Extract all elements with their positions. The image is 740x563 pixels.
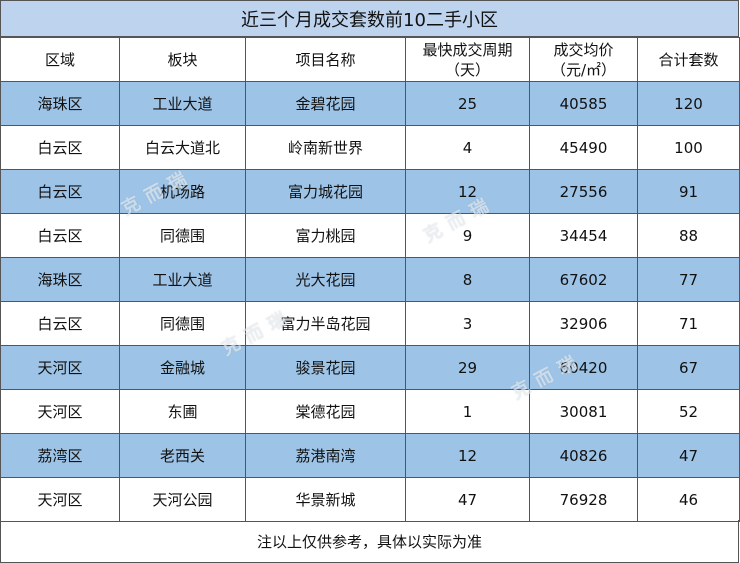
table-row: 白云区 同德围 富力桃园 9 34454 88 [0, 213, 740, 258]
cell-project: 荔港南湾 [245, 433, 406, 478]
cell-block: 金融城 [119, 345, 246, 390]
header-price-line2: （元/㎡） [550, 60, 617, 79]
cell-cycle: 12 [405, 433, 530, 478]
cell-count: 52 [637, 389, 740, 434]
cell-project: 富力桃园 [245, 213, 406, 258]
cell-district: 荔湾区 [0, 433, 120, 478]
cell-project: 岭南新世界 [245, 125, 406, 170]
cell-count: 71 [637, 301, 740, 346]
cell-block: 老西关 [119, 433, 246, 478]
cell-count: 67 [637, 345, 740, 390]
cell-cycle: 8 [405, 257, 530, 302]
cell-cycle: 47 [405, 477, 530, 522]
cell-count: 77 [637, 257, 740, 302]
table-row: 海珠区 工业大道 金碧花园 25 40585 120 [0, 81, 740, 126]
cell-project: 富力半岛花园 [245, 301, 406, 346]
table-row: 白云区 白云大道北 岭南新世界 4 45490 100 [0, 125, 740, 170]
cell-price: 67602 [529, 257, 638, 302]
table-row: 天河区 东圃 棠德花园 1 30081 52 [0, 389, 740, 434]
header-cycle-line2: （天） [444, 60, 490, 79]
header-project: 项目名称 [245, 37, 406, 82]
cell-count: 46 [637, 477, 740, 522]
cell-price: 45490 [529, 125, 638, 170]
cell-project: 棠德花园 [245, 389, 406, 434]
table-row: 荔湾区 老西关 荔港南湾 12 40826 47 [0, 433, 740, 478]
cell-district: 天河区 [0, 345, 120, 390]
cell-cycle: 1 [405, 389, 530, 434]
cell-project: 金碧花园 [245, 81, 406, 126]
cell-cycle: 3 [405, 301, 530, 346]
cell-district: 白云区 [0, 169, 120, 214]
ranking-table: 区域 板块 项目名称 最快成交周期 （天） 成交均价 （元/㎡） 合计套数 海珠… [0, 37, 740, 522]
table-row: 天河区 天河公园 华景新城 47 76928 46 [0, 477, 740, 522]
cell-cycle: 4 [405, 125, 530, 170]
table-row: 白云区 同德围 富力半岛花园 3 32906 71 [0, 301, 740, 346]
cell-district: 天河区 [0, 389, 120, 434]
cell-district: 白云区 [0, 125, 120, 170]
header-price: 成交均价 （元/㎡） [529, 37, 638, 82]
cell-project: 富力城花园 [245, 169, 406, 214]
cell-cycle: 29 [405, 345, 530, 390]
header-row: 区域 板块 项目名称 最快成交周期 （天） 成交均价 （元/㎡） 合计套数 [0, 37, 740, 82]
cell-price: 60420 [529, 345, 638, 390]
cell-project: 骏景花园 [245, 345, 406, 390]
header-cycle: 最快成交周期 （天） [405, 37, 530, 82]
header-cycle-line1: 最快成交周期 [422, 40, 513, 59]
cell-block: 白云大道北 [119, 125, 246, 170]
cell-price: 34454 [529, 213, 638, 258]
table-title: 近三个月成交套数前10二手小区 [0, 0, 739, 37]
cell-block: 天河公园 [119, 477, 246, 522]
table-row: 白云区 机场路 富力城花园 12 27556 91 [0, 169, 740, 214]
cell-count: 100 [637, 125, 740, 170]
cell-district: 天河区 [0, 477, 120, 522]
table-row: 天河区 金融城 骏景花园 29 60420 67 [0, 345, 740, 390]
cell-block: 同德围 [119, 213, 246, 258]
cell-project: 光大花园 [245, 257, 406, 302]
cell-project: 华景新城 [245, 477, 406, 522]
cell-cycle: 25 [405, 81, 530, 126]
cell-price: 32906 [529, 301, 638, 346]
cell-block: 工业大道 [119, 257, 246, 302]
footnote: 注以上仅供参考，具体以实际为准 [0, 520, 739, 563]
cell-district: 白云区 [0, 301, 120, 346]
header-price-line1: 成交均价 [553, 40, 614, 59]
header-block: 板块 [119, 37, 246, 82]
cell-district: 海珠区 [0, 257, 120, 302]
cell-count: 88 [637, 213, 740, 258]
cell-price: 40826 [529, 433, 638, 478]
cell-block: 同德围 [119, 301, 246, 346]
table-row: 海珠区 工业大道 光大花园 8 67602 77 [0, 257, 740, 302]
cell-price: 30081 [529, 389, 638, 434]
cell-block: 东圃 [119, 389, 246, 434]
cell-count: 47 [637, 433, 740, 478]
cell-price: 27556 [529, 169, 638, 214]
cell-price: 40585 [529, 81, 638, 126]
cell-price: 76928 [529, 477, 638, 522]
cell-district: 海珠区 [0, 81, 120, 126]
cell-district: 白云区 [0, 213, 120, 258]
header-district: 区域 [0, 37, 120, 82]
cell-count: 91 [637, 169, 740, 214]
cell-block: 工业大道 [119, 81, 246, 126]
cell-cycle: 12 [405, 169, 530, 214]
cell-cycle: 9 [405, 213, 530, 258]
cell-count: 120 [637, 81, 740, 126]
cell-block: 机场路 [119, 169, 246, 214]
header-count: 合计套数 [637, 37, 740, 82]
